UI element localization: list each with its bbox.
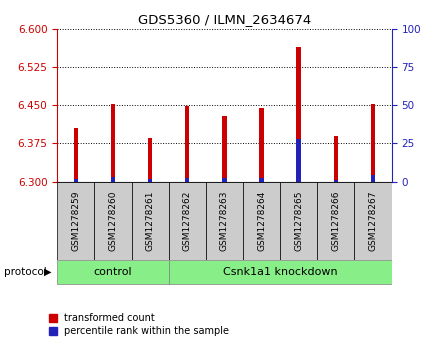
Bar <box>222 178 227 182</box>
Bar <box>73 128 78 182</box>
Bar <box>111 178 115 182</box>
FancyBboxPatch shape <box>355 182 392 260</box>
Bar <box>148 179 152 182</box>
Bar <box>297 139 301 182</box>
Text: GSM1278263: GSM1278263 <box>220 190 229 251</box>
FancyBboxPatch shape <box>57 182 94 260</box>
FancyBboxPatch shape <box>169 260 392 285</box>
Text: protocol: protocol <box>4 267 47 277</box>
Text: GSM1278259: GSM1278259 <box>71 190 80 251</box>
FancyBboxPatch shape <box>280 182 317 260</box>
Text: ▶: ▶ <box>44 267 51 277</box>
Text: GSM1278261: GSM1278261 <box>146 190 154 251</box>
Title: GDS5360 / ILMN_2634674: GDS5360 / ILMN_2634674 <box>138 13 311 26</box>
Text: GSM1278265: GSM1278265 <box>294 190 303 251</box>
Bar <box>334 180 338 182</box>
FancyBboxPatch shape <box>243 182 280 260</box>
Bar <box>73 179 78 182</box>
Text: GSM1278262: GSM1278262 <box>183 190 192 251</box>
FancyBboxPatch shape <box>94 182 132 260</box>
Bar <box>371 104 375 182</box>
Text: GSM1278266: GSM1278266 <box>331 190 341 251</box>
Bar <box>259 179 264 182</box>
Bar <box>148 138 152 182</box>
Text: GSM1278264: GSM1278264 <box>257 190 266 251</box>
Bar <box>334 136 338 182</box>
FancyBboxPatch shape <box>317 182 355 260</box>
FancyBboxPatch shape <box>57 260 169 285</box>
Bar <box>111 104 115 182</box>
FancyBboxPatch shape <box>169 182 206 260</box>
Bar <box>185 106 190 182</box>
Legend: transformed count, percentile rank within the sample: transformed count, percentile rank withi… <box>49 313 229 337</box>
Text: GSM1278260: GSM1278260 <box>108 190 117 251</box>
Bar <box>185 179 190 182</box>
Text: GSM1278267: GSM1278267 <box>369 190 378 251</box>
Text: Csnk1a1 knockdown: Csnk1a1 knockdown <box>223 267 337 277</box>
Bar <box>297 47 301 182</box>
Bar <box>222 117 227 182</box>
FancyBboxPatch shape <box>132 182 169 260</box>
Text: control: control <box>94 267 132 277</box>
Bar <box>259 108 264 182</box>
Bar <box>371 175 375 182</box>
FancyBboxPatch shape <box>206 182 243 260</box>
